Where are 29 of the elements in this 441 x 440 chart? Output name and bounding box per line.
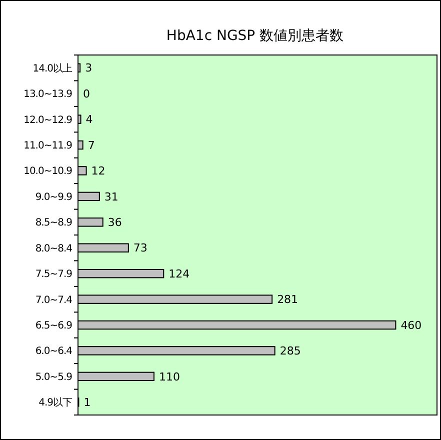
y-tick-label: 7.0~7.4 — [35, 294, 72, 306]
data-label: 460 — [400, 318, 422, 332]
data-label: 12 — [91, 164, 106, 178]
y-tick-label: 8.0~8.4 — [35, 243, 72, 254]
y-tick-label: 12.0~12.9 — [24, 114, 72, 126]
data-label: 31 — [104, 190, 118, 204]
data-label: 36 — [108, 216, 122, 229]
y-tick-label: 9.0~9.9 — [35, 192, 72, 203]
data-label: 124 — [168, 267, 190, 280]
data-label: 3 — [85, 62, 92, 75]
data-label: 73 — [133, 242, 148, 255]
y-tick-label: 6.0~6.4 — [35, 346, 72, 358]
data-label: 281 — [277, 293, 298, 306]
data-label: 285 — [280, 344, 301, 358]
data-label: 1 — [84, 396, 91, 409]
y-tick-label: 5.0~5.9 — [35, 372, 72, 383]
y-tick-label: 14.0以上 — [32, 62, 72, 74]
data-label: 4 — [86, 113, 93, 126]
data-label: 7 — [88, 138, 95, 152]
y-tick-label: 7.5~7.9 — [35, 269, 72, 280]
data-label: 110 — [158, 370, 180, 384]
chart-title: HbA1c NGSP 数値別患者数 — [166, 28, 344, 44]
y-tick-label: 11.0~11.9 — [24, 140, 72, 152]
y-tick-label: 13.0~13.9 — [24, 89, 72, 100]
y-tick-label: 6.5~6.9 — [35, 320, 72, 332]
y-tick-label: 4.9以下 — [38, 396, 72, 409]
y-tick-label: 8.5~8.9 — [35, 218, 72, 229]
data-label: 0 — [83, 87, 90, 100]
y-tick-label: 10.0~10.9 — [24, 166, 72, 178]
